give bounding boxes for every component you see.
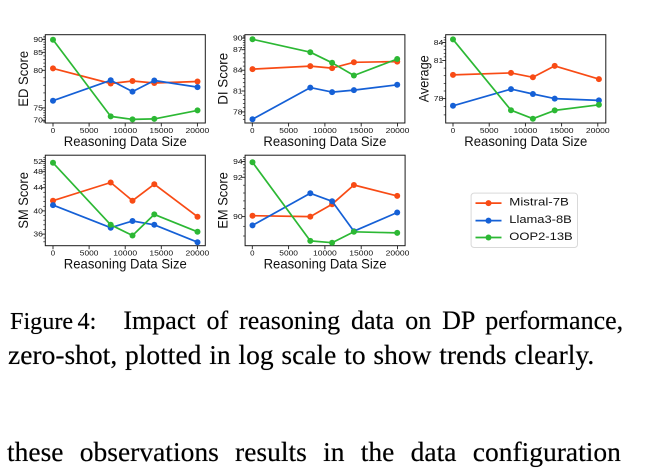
svg-text:20000: 20000	[186, 128, 210, 135]
svg-text:0: 0	[250, 128, 255, 135]
svg-text:20000: 20000	[186, 251, 210, 258]
svg-text:92: 92	[233, 175, 243, 182]
svg-text:Average: Average	[416, 55, 431, 102]
svg-text:84: 84	[434, 40, 444, 47]
svg-text:0: 0	[250, 251, 255, 258]
svg-text:15000: 15000	[149, 128, 173, 135]
svg-text:5000: 5000	[279, 128, 298, 135]
svg-text:90: 90	[33, 37, 43, 44]
svg-text:81: 81	[233, 89, 243, 96]
svg-text:40: 40	[33, 208, 43, 215]
svg-text:DI Score: DI Score	[216, 53, 231, 105]
svg-text:36: 36	[33, 232, 43, 239]
svg-text:48: 48	[33, 169, 43, 176]
svg-text:20000: 20000	[386, 128, 410, 135]
svg-text:0: 0	[51, 128, 56, 135]
svg-text:78: 78	[434, 96, 444, 103]
svg-text:Llama3-8B: Llama3-8B	[509, 214, 572, 226]
svg-text:20000: 20000	[586, 128, 610, 135]
svg-text:10000: 10000	[313, 251, 337, 258]
svg-text:Reasoning Data Size: Reasoning Data Size	[263, 134, 386, 149]
svg-text:80: 80	[33, 68, 43, 75]
svg-text:44: 44	[33, 185, 43, 192]
svg-text:10000: 10000	[514, 128, 538, 135]
svg-text:0: 0	[51, 251, 56, 258]
svg-text:ED Score: ED Score	[16, 51, 31, 107]
svg-text:85: 85	[33, 50, 43, 57]
svg-text:15000: 15000	[349, 128, 373, 135]
svg-text:90: 90	[233, 214, 243, 221]
svg-text:5000: 5000	[80, 128, 99, 135]
svg-text:75: 75	[33, 105, 43, 112]
svg-text:5000: 5000	[279, 251, 298, 258]
svg-text:15000: 15000	[550, 128, 574, 135]
svg-text:OOP2-13B: OOP2-13B	[509, 231, 572, 243]
svg-text:87: 87	[233, 47, 243, 54]
svg-text:90: 90	[233, 36, 243, 43]
svg-text:94: 94	[233, 159, 243, 166]
svg-text:Reasoning Data Size: Reasoning Data Size	[264, 257, 387, 272]
svg-text:Reasoning Data Size: Reasoning Data Size	[464, 134, 587, 149]
svg-text:52: 52	[33, 159, 43, 166]
svg-text:70: 70	[33, 118, 43, 125]
svg-text:78: 78	[233, 109, 243, 116]
svg-text:84: 84	[233, 68, 243, 75]
svg-text:20000: 20000	[386, 251, 410, 258]
svg-text:15000: 15000	[349, 251, 373, 258]
svg-text:10000: 10000	[313, 128, 337, 135]
svg-text:SM Score: SM Score	[16, 172, 31, 229]
svg-text:Reasoning Data Size: Reasoning Data Size	[64, 134, 187, 149]
svg-text:5000: 5000	[480, 128, 499, 135]
svg-text:0: 0	[451, 128, 456, 135]
svg-text:EM Score: EM Score	[216, 172, 231, 229]
svg-text:10000: 10000	[113, 128, 137, 135]
svg-text:Mistral-7B: Mistral-7B	[509, 197, 569, 209]
svg-text:15000: 15000	[149, 251, 173, 258]
svg-text:5000: 5000	[80, 251, 99, 258]
svg-text:81: 81	[434, 58, 444, 65]
svg-text:10000: 10000	[113, 251, 137, 258]
svg-text:Reasoning Data Size: Reasoning Data Size	[64, 257, 187, 272]
